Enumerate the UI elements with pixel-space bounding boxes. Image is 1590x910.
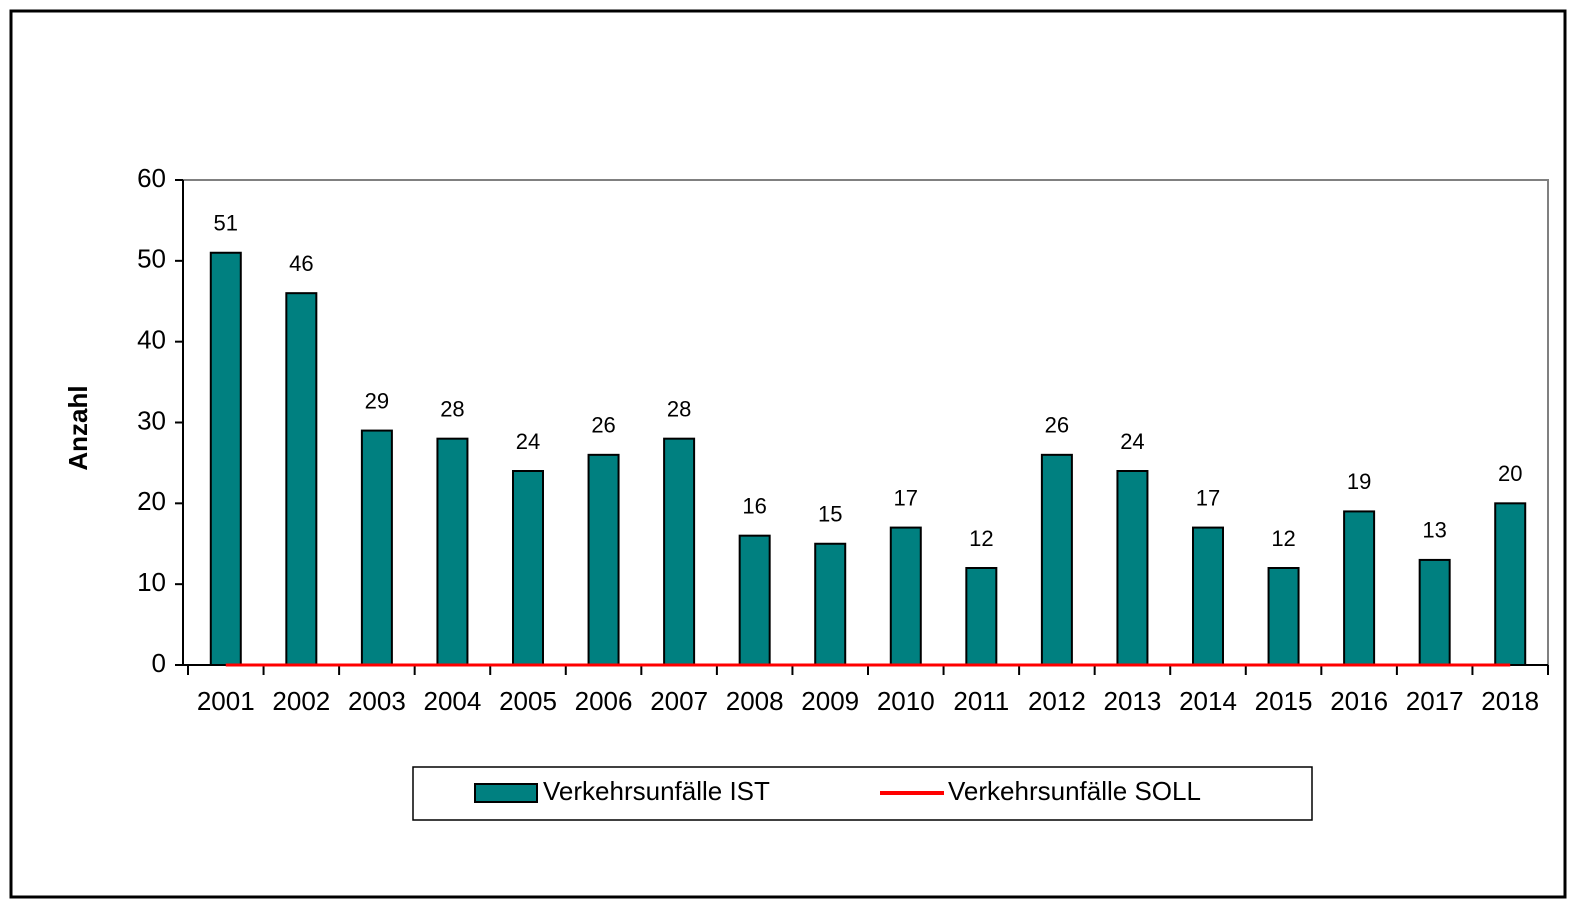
bar	[965, 567, 998, 666]
data-label: 15	[818, 502, 842, 527]
y-tick-label: 20	[137, 486, 166, 516]
bar	[209, 251, 242, 666]
chart-frame	[9, 9, 1567, 899]
x-tick-label: 2006	[575, 686, 633, 716]
data-label: 26	[1045, 413, 1069, 438]
data-label: 46	[289, 251, 313, 276]
x-tick-label: 2015	[1255, 686, 1313, 716]
x-tick-label: 2011	[953, 686, 1009, 716]
x-tick-label: 2005	[499, 686, 557, 716]
x-tick-label: 2016	[1330, 686, 1388, 716]
x-tick-label: 2017	[1406, 686, 1464, 716]
x-tick-label: 2003	[348, 686, 406, 716]
bar	[738, 534, 771, 667]
data-label: 12	[1271, 526, 1295, 551]
bar	[1192, 526, 1224, 666]
bar	[1343, 510, 1376, 666]
x-tick-label: 2004	[424, 686, 482, 716]
bar	[663, 437, 696, 666]
bar	[1040, 453, 1073, 667]
bar	[1494, 502, 1527, 667]
x-tick-label: 2007	[650, 686, 708, 716]
data-label: 19	[1347, 469, 1371, 494]
x-tick-label: 2008	[726, 686, 784, 716]
y-tick-label: 60	[137, 163, 166, 193]
data-label: 26	[591, 413, 615, 438]
y-tick-label: 40	[137, 325, 166, 355]
y-tick-label: 10	[137, 567, 166, 597]
legend-box	[412, 766, 1313, 821]
bar	[1418, 558, 1451, 667]
y-axis-label: Anzahl	[63, 385, 93, 470]
data-label: 13	[1422, 518, 1446, 543]
x-tick-label: 2001	[197, 686, 255, 716]
data-label: 17	[1196, 485, 1220, 510]
bar	[1116, 470, 1149, 666]
legend-label: Verkehrsunfälle IST	[543, 776, 770, 806]
x-tick-label: 2013	[1104, 686, 1162, 716]
bar	[285, 292, 318, 666]
data-label: 12	[969, 526, 993, 551]
bar	[512, 470, 544, 666]
x-tick-label: 2009	[801, 686, 859, 716]
bar	[587, 453, 620, 667]
data-label: 16	[742, 493, 766, 518]
bar	[436, 437, 469, 666]
x-tick-label: 2010	[877, 686, 935, 716]
data-label: 20	[1498, 461, 1522, 486]
bar	[360, 429, 393, 667]
data-label: 24	[1120, 429, 1144, 454]
data-label: 24	[516, 429, 540, 454]
legend-label: Verkehrsunfälle SOLL	[948, 776, 1201, 806]
bar	[889, 526, 922, 666]
data-label: 29	[365, 388, 389, 413]
data-label: 28	[440, 396, 464, 421]
y-tick-label: 0	[152, 648, 166, 678]
x-tick-label: 2002	[272, 686, 330, 716]
x-tick-label: 2014	[1179, 686, 1237, 716]
data-label: 17	[894, 485, 918, 510]
legend-swatch	[474, 783, 538, 803]
y-tick-label: 30	[137, 405, 166, 435]
bar	[814, 542, 847, 666]
data-label: 51	[214, 211, 238, 236]
data-label: 28	[667, 396, 691, 421]
y-tick-label: 50	[137, 244, 166, 274]
x-tick-label: 2012	[1028, 686, 1086, 716]
bar	[1267, 567, 1300, 666]
x-tick-label: 2018	[1481, 686, 1539, 716]
